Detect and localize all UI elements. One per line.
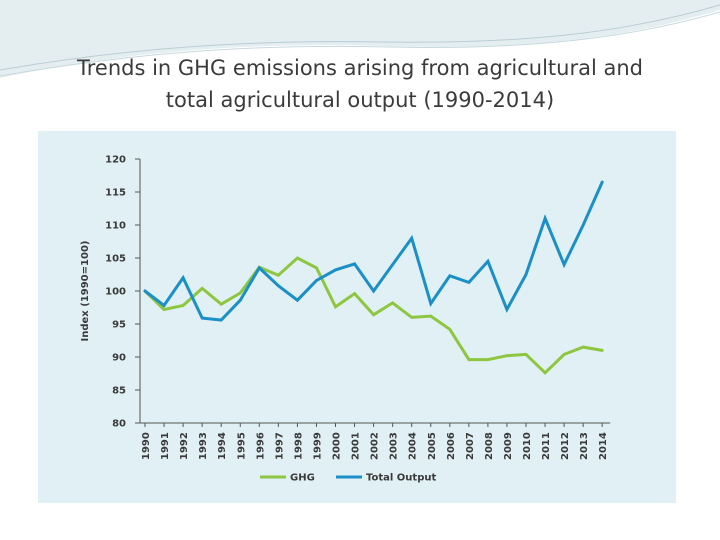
data-point-total-output xyxy=(391,263,394,266)
x-axis-ticks: 1990 1991 1992 1993 1994 1995 1996 1997 1998 1999… xyxy=(141,423,609,460)
y-axis-title: Index (1990=100) xyxy=(80,241,91,342)
x-tick-label: 1995 xyxy=(236,432,247,460)
data-point-total-output xyxy=(601,181,603,183)
y-tick-label: 85 xyxy=(112,386,126,397)
data-point-ghg xyxy=(563,353,565,356)
x-tick-label: 1992 xyxy=(179,432,190,460)
data-point-ghg xyxy=(410,316,413,319)
data-point-ghg xyxy=(239,292,242,294)
data-point-ghg xyxy=(201,287,203,290)
data-point-total-output xyxy=(163,304,165,307)
x-tick-label: 2009 xyxy=(503,432,514,460)
header-swoosh-decoration xyxy=(0,0,720,78)
data-point-total-output xyxy=(182,277,184,279)
data-point-total-output xyxy=(372,290,375,292)
data-point-total-output xyxy=(239,299,242,302)
data-point-ghg xyxy=(429,315,432,317)
x-tick-label: 2013 xyxy=(579,432,590,460)
data-point-total-output xyxy=(487,260,489,263)
y-tick-label: 100 xyxy=(105,287,126,298)
slide-title-line2: total agricultural output (1990-2014) xyxy=(165,88,555,112)
x-tick-label: 1997 xyxy=(274,432,285,460)
data-point-ghg xyxy=(182,304,184,307)
x-tick-label: 2005 xyxy=(427,432,438,460)
data-point-total-output xyxy=(315,279,318,282)
data-point-total-output xyxy=(277,284,280,287)
line-chart: 80 85 90 95 100 105 110 115 120 1990 1991 1992 1993… xyxy=(80,155,611,484)
x-tick-label: 1998 xyxy=(293,432,304,460)
x-tick-label: 2001 xyxy=(351,432,362,460)
data-point-ghg xyxy=(468,358,470,361)
chart-panel: 80 85 90 95 100 105 110 115 120 1990 1991 1992 1993… xyxy=(38,131,676,503)
data-point-total-output xyxy=(334,269,337,271)
data-point-total-output xyxy=(525,273,527,276)
chart-legend: GHG Total Output xyxy=(260,473,436,484)
data-point-total-output xyxy=(429,302,432,305)
data-point-total-output xyxy=(258,267,261,269)
data-point-total-output xyxy=(144,290,146,292)
data-point-ghg xyxy=(277,274,280,276)
data-point-total-output xyxy=(353,263,356,265)
data-point-ghg xyxy=(220,303,222,305)
slide-title: Trends in GHG emissions arising from agr… xyxy=(30,52,690,116)
y-tick-label: 80 xyxy=(112,419,126,430)
data-point-total-output xyxy=(468,281,470,284)
y-axis-ticks: 80 85 90 95 100 105 110 115 120 xyxy=(105,155,140,430)
y-tick-label: 90 xyxy=(112,353,126,364)
x-tick-label: 2003 xyxy=(389,432,400,460)
slide-title-line1: Trends in GHG emissions arising from agr… xyxy=(76,56,643,80)
data-point-ghg xyxy=(391,302,394,304)
y-tick-label: 95 xyxy=(112,320,126,331)
data-point-ghg xyxy=(449,328,451,331)
x-tick-label: 1991 xyxy=(160,432,171,460)
x-tick-label: 2007 xyxy=(465,432,476,460)
data-point-ghg xyxy=(315,267,318,269)
y-tick-label: 115 xyxy=(105,188,126,199)
data-point-total-output xyxy=(582,224,584,226)
data-point-total-output xyxy=(563,263,565,266)
data-point-total-output xyxy=(544,217,546,220)
legend-label-total-output: Total Output xyxy=(366,473,436,484)
y-tick-label: 120 xyxy=(105,155,126,166)
data-point-ghg xyxy=(506,354,508,357)
data-point-ghg xyxy=(582,346,584,348)
x-tick-label: 2012 xyxy=(560,432,571,460)
x-tick-label: 1990 xyxy=(141,432,152,460)
legend-label-ghg: GHG xyxy=(290,473,315,484)
data-point-ghg xyxy=(296,257,299,259)
data-point-ghg xyxy=(334,306,337,308)
data-point-ghg xyxy=(601,349,603,352)
x-tick-label: 1993 xyxy=(198,432,209,460)
x-tick-label: 2014 xyxy=(598,432,609,460)
data-point-total-output xyxy=(506,308,508,311)
data-point-ghg xyxy=(525,353,527,356)
x-tick-label: 2008 xyxy=(484,432,495,460)
x-tick-label: 1999 xyxy=(312,432,323,460)
x-tick-label: 2002 xyxy=(370,432,381,460)
x-tick-label: 2010 xyxy=(522,432,533,460)
data-point-ghg xyxy=(544,372,546,374)
x-tick-label: 2004 xyxy=(408,432,419,460)
x-tick-label: 1996 xyxy=(255,432,266,460)
data-point-ghg xyxy=(353,292,356,295)
data-point-total-output xyxy=(201,317,203,319)
x-tick-label: 2011 xyxy=(541,432,552,460)
data-point-total-output xyxy=(410,237,413,239)
data-point-ghg xyxy=(163,308,165,311)
chart-series xyxy=(143,180,604,375)
data-point-ghg xyxy=(372,313,375,316)
y-tick-label: 110 xyxy=(105,221,126,232)
y-tick-label: 105 xyxy=(105,254,126,265)
x-tick-label: 2006 xyxy=(446,432,457,460)
data-point-ghg xyxy=(487,358,489,361)
data-point-total-output xyxy=(220,319,222,321)
x-tick-label: 1994 xyxy=(217,432,228,460)
data-point-total-output xyxy=(449,275,451,277)
x-tick-label: 2000 xyxy=(332,432,343,460)
data-point-total-output xyxy=(296,299,299,302)
